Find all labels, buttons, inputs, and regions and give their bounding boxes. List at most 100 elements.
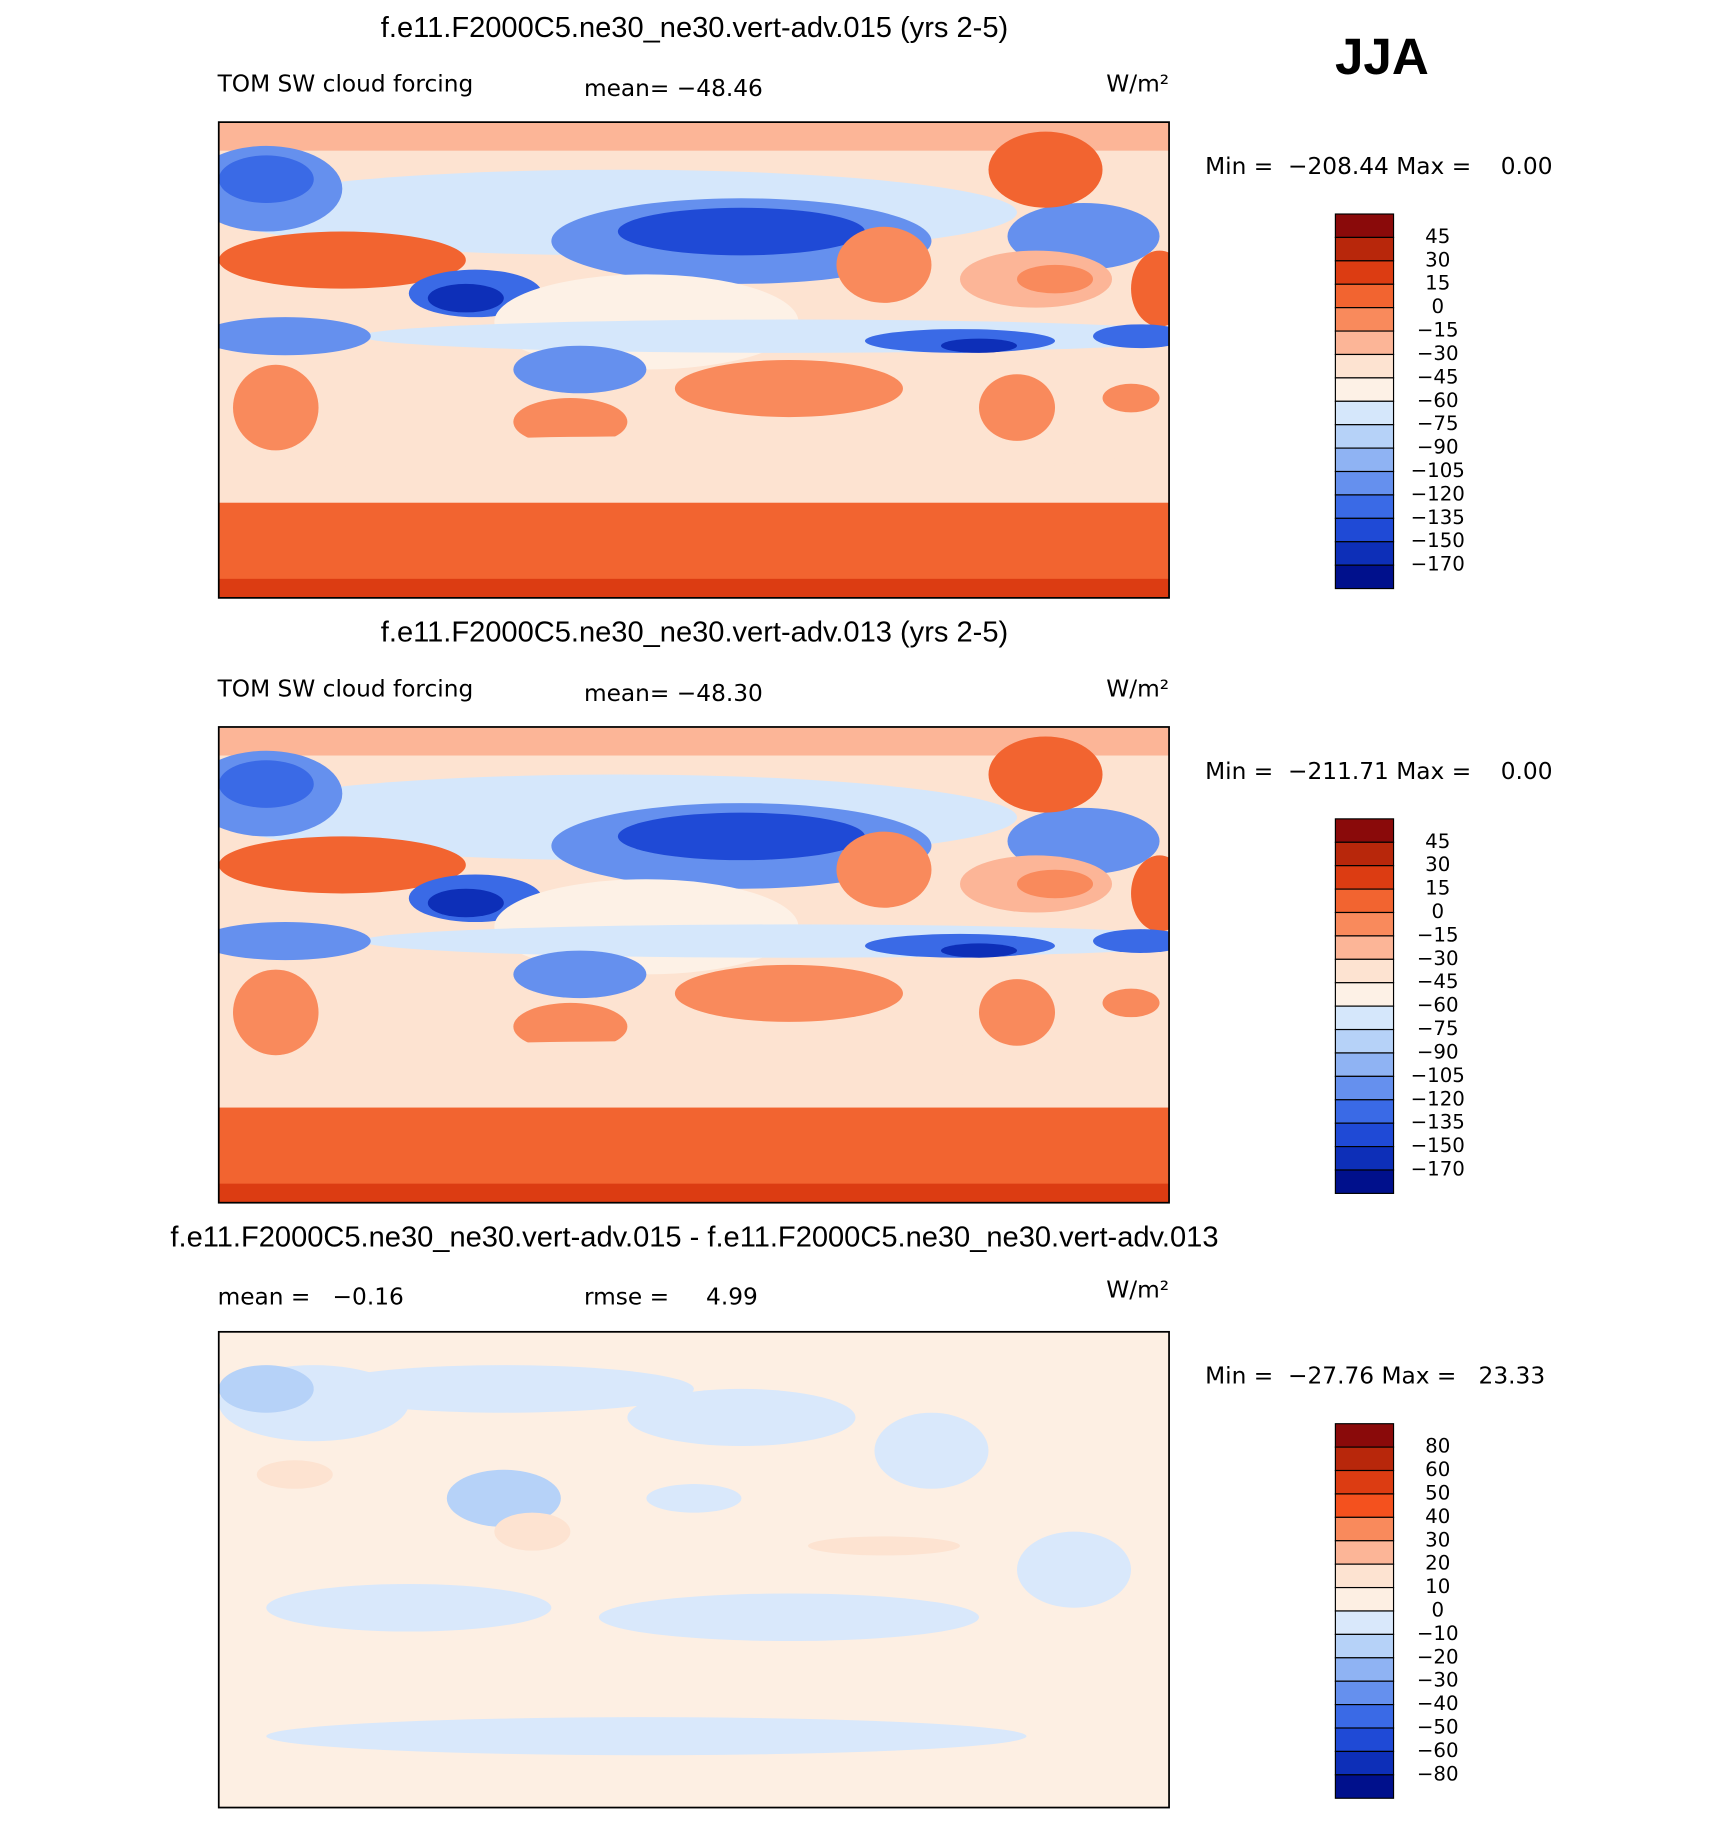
field-patch — [313, 1365, 694, 1413]
colorbar-label: −75 — [1417, 412, 1459, 435]
colorbar-box — [1334, 1052, 1395, 1077]
colorbar-box — [1334, 1633, 1395, 1659]
season-label: JJA — [1335, 28, 1429, 85]
colorbar-box — [1334, 377, 1395, 402]
field-patch — [513, 950, 647, 999]
variable-label: TOM SW cloud forcing — [217, 70, 474, 97]
colorbar-box — [1334, 541, 1395, 566]
field-patch — [218, 1365, 314, 1413]
field-patch — [627, 1388, 856, 1446]
colorbar-box — [1334, 1493, 1395, 1518]
field-patch — [988, 131, 1103, 208]
field-patch — [836, 226, 932, 303]
field-patch — [266, 436, 1122, 475]
colorbar-label: 80 — [1425, 1435, 1450, 1458]
colorbar-label: −30 — [1417, 947, 1459, 970]
field-patch — [233, 364, 319, 451]
colorbar-label: −80 — [1417, 1762, 1459, 1785]
field-patch — [988, 736, 1103, 813]
units-label: W/m² — [1106, 675, 1169, 702]
colorbar-box — [1334, 400, 1395, 426]
colorbar-label: −15 — [1417, 319, 1459, 342]
colorbar-label: −150 — [1411, 1134, 1465, 1157]
colorbar-label: −45 — [1417, 970, 1459, 993]
field-patch — [218, 155, 314, 203]
field-patch — [218, 922, 371, 961]
colorbar-box — [1334, 260, 1395, 285]
mean-label: mean= −48.30 — [584, 680, 763, 707]
field-patch — [674, 964, 903, 1022]
units-label: W/m² — [1106, 70, 1169, 97]
colorbar-label: −60 — [1417, 994, 1459, 1017]
colorbar-label: −10 — [1417, 1622, 1459, 1645]
colorbar-label: 20 — [1425, 1552, 1450, 1575]
field-patch — [427, 283, 504, 313]
colorbar-label: −75 — [1417, 1017, 1459, 1040]
colorbar-label: −90 — [1417, 1040, 1459, 1063]
colorbar-box — [1334, 213, 1395, 239]
colorbar-label: 10 — [1425, 1575, 1450, 1598]
colorbar-box — [1334, 1727, 1395, 1753]
field-patch — [361, 319, 1170, 353]
colorbar-box — [1334, 1005, 1395, 1031]
rmse-label: rmse = 4.99 — [584, 1284, 758, 1311]
map-frame — [217, 121, 1170, 599]
min-max-label: Min = −27.76 Max = 23.33 — [1205, 1363, 1545, 1390]
colorbar-label: −170 — [1411, 553, 1465, 576]
field-patch — [266, 1583, 552, 1632]
colorbar-box — [1334, 982, 1395, 1007]
map — [218, 122, 1170, 598]
colorbar-label: −120 — [1411, 482, 1465, 505]
colorbar-label: −40 — [1417, 1692, 1459, 1715]
colorbar-label: −50 — [1417, 1716, 1459, 1739]
colorbar-label: −105 — [1411, 1064, 1465, 1087]
colorbar-box — [1334, 1169, 1395, 1194]
colorbar-box — [1334, 1122, 1395, 1148]
field-patch — [1093, 324, 1170, 349]
field-patch — [513, 398, 628, 446]
colorbar-box — [1334, 1680, 1395, 1706]
mean-label: mean = −0.16 — [218, 1284, 404, 1311]
colorbar-box — [1334, 841, 1395, 867]
field-patch — [218, 836, 466, 894]
colorbar-box — [1334, 1028, 1395, 1054]
field-patch — [617, 812, 865, 861]
field-band — [218, 1183, 1170, 1203]
panel-title: f.e11.F2000C5.ne30_ne30.vert-adv.015 - f… — [170, 1221, 1218, 1253]
field-patch — [978, 374, 1056, 441]
field-patch — [874, 1412, 989, 1489]
colorbar-label: 45 — [1425, 830, 1450, 853]
field-patch — [1131, 250, 1170, 327]
field-patch — [617, 207, 865, 256]
colorbar-box — [1334, 818, 1395, 843]
colorbar-label: 0 — [1431, 1598, 1444, 1621]
field-patch — [361, 924, 1170, 958]
colorbar-label: 15 — [1425, 877, 1450, 900]
colorbar-box — [1334, 1516, 1395, 1542]
field-patch — [598, 1593, 979, 1642]
colorbar-label: 40 — [1425, 1505, 1450, 1528]
field-patch — [1017, 869, 1094, 899]
colorbar-label: −60 — [1417, 389, 1459, 412]
field-patch — [218, 317, 371, 356]
colorbar-label: 50 — [1425, 1481, 1450, 1504]
colorbar-label: −135 — [1411, 1111, 1465, 1134]
field-patch — [1102, 383, 1160, 413]
colorbar-label: −60 — [1417, 1739, 1459, 1762]
colorbar-label: 30 — [1425, 1528, 1450, 1551]
colorbar-label: −150 — [1411, 529, 1465, 552]
mean-label: mean= −48.46 — [584, 75, 763, 102]
field-patch — [233, 969, 319, 1056]
panel-title: f.e11.F2000C5.ne30_ne30.vert-adv.015 (yr… — [381, 12, 1008, 44]
colorbar-box — [1334, 1423, 1395, 1448]
colorbar-label: 0 — [1431, 295, 1444, 318]
panel-title: f.e11.F2000C5.ne30_ne30.vert-adv.013 (yr… — [381, 617, 1008, 649]
field-patch — [427, 888, 504, 918]
map — [218, 726, 1170, 1203]
colorbar-box — [1334, 888, 1395, 914]
colorbar-label: −135 — [1411, 506, 1465, 529]
colorbar-label: −120 — [1411, 1087, 1465, 1110]
colorbar-label: −170 — [1411, 1157, 1465, 1180]
field-patch — [494, 1512, 571, 1551]
